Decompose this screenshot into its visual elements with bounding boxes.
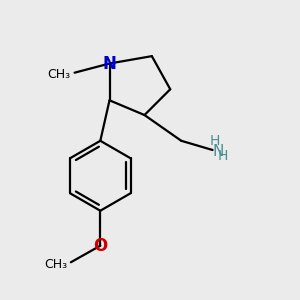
Text: CH₃: CH₃ — [47, 68, 70, 81]
Text: N: N — [212, 144, 224, 159]
Text: N: N — [103, 55, 116, 73]
Text: O: O — [93, 237, 107, 255]
Text: CH₃: CH₃ — [44, 258, 67, 271]
Text: H: H — [209, 134, 220, 148]
Text: H: H — [218, 148, 228, 163]
